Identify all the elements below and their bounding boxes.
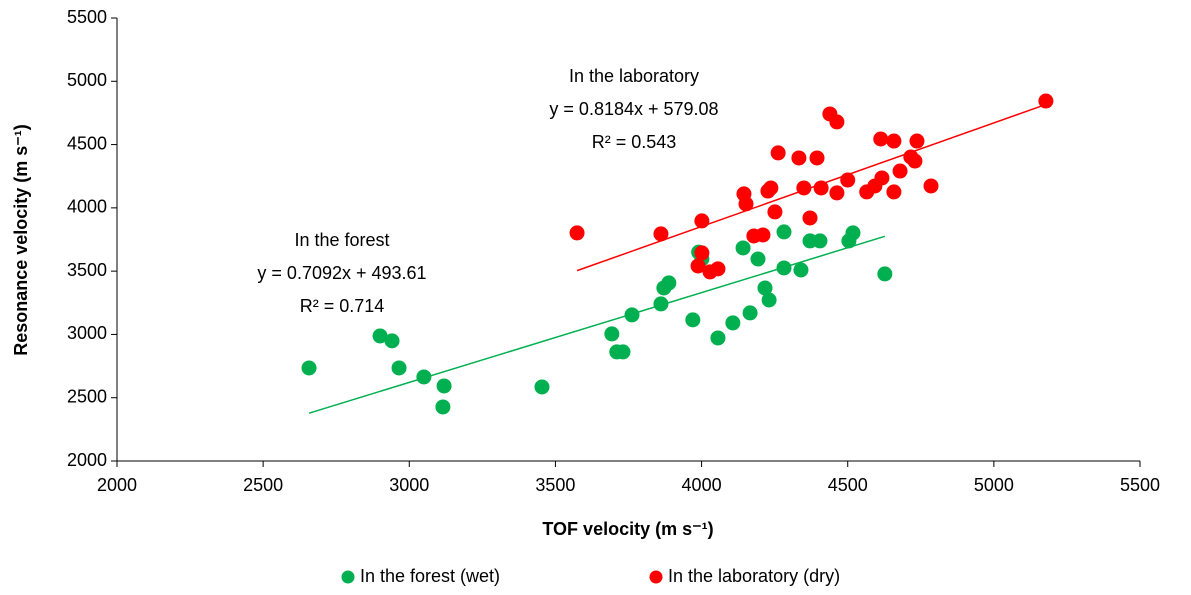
- point: [809, 150, 825, 166]
- trendline: [308, 235, 886, 414]
- point: [877, 266, 893, 282]
- point: [746, 228, 762, 244]
- y-axis-title: Resonance velocity (m s⁻¹): [11, 124, 31, 356]
- point: [661, 275, 677, 291]
- y-tick-label: 4500: [67, 133, 107, 153]
- point: [845, 225, 861, 241]
- point: [436, 378, 452, 394]
- point: [886, 133, 902, 149]
- point: [812, 233, 828, 249]
- point: [710, 261, 726, 277]
- x-tick-label: 3000: [389, 475, 429, 495]
- point: [767, 204, 783, 220]
- y-tick-label: 5000: [67, 70, 107, 90]
- annotation: In the laboratory: [569, 66, 699, 86]
- x-tick-label: 5500: [1120, 475, 1160, 495]
- point: [829, 114, 845, 130]
- point: [793, 262, 809, 278]
- point: [694, 245, 710, 261]
- point: [391, 360, 407, 376]
- point: [725, 315, 741, 331]
- point: [791, 150, 807, 166]
- point: [802, 210, 818, 226]
- x-tick-label: 3500: [535, 475, 575, 495]
- point: [761, 292, 777, 308]
- annotation: y = 0.7092x + 493.61: [257, 263, 426, 283]
- point: [710, 330, 726, 346]
- point: [757, 280, 773, 296]
- point: [738, 196, 754, 212]
- annotation: In the forest: [294, 230, 389, 250]
- point: [813, 180, 829, 196]
- point: [923, 178, 939, 194]
- y-tick-label: 3500: [67, 260, 107, 280]
- point: [690, 258, 706, 274]
- legend-marker: [341, 570, 355, 584]
- point: [742, 305, 758, 321]
- point: [874, 170, 890, 186]
- x-tick-label: 5000: [974, 475, 1014, 495]
- x-axis-title: TOF velocity (m s⁻¹): [542, 519, 713, 539]
- x-tick-label: 4500: [828, 475, 868, 495]
- point: [569, 225, 585, 241]
- point: [416, 369, 432, 385]
- y-tick-label: 2500: [67, 386, 107, 406]
- point: [909, 133, 925, 149]
- point: [534, 379, 550, 395]
- legend-label: In the forest (wet): [360, 566, 500, 586]
- point: [750, 251, 766, 267]
- point: [653, 226, 669, 242]
- point: [763, 180, 779, 196]
- point: [301, 360, 317, 376]
- y-tick-label: 4000: [67, 197, 107, 217]
- annotation: y = 0.8184x + 579.08: [549, 99, 718, 119]
- y-tick-label: 5500: [67, 7, 107, 27]
- point: [776, 224, 792, 240]
- point: [1038, 93, 1054, 109]
- x-tick-label: 2500: [243, 475, 283, 495]
- point: [372, 328, 388, 344]
- y-tick-label: 3000: [67, 323, 107, 343]
- point: [615, 344, 631, 360]
- x-tick-label: 2000: [97, 475, 137, 495]
- point: [829, 185, 845, 201]
- annotation: R² = 0.543: [592, 132, 677, 152]
- point: [735, 240, 751, 256]
- point: [892, 163, 908, 179]
- point: [685, 312, 701, 328]
- point: [653, 296, 669, 312]
- point: [435, 399, 451, 415]
- legend-label: In the laboratory (dry): [668, 566, 840, 586]
- annotation: R² = 0.714: [300, 296, 385, 316]
- x-tick-label: 4000: [682, 475, 722, 495]
- point: [624, 307, 640, 323]
- point: [873, 131, 889, 147]
- point: [770, 145, 786, 161]
- point: [604, 326, 620, 342]
- trendline: [576, 103, 1047, 272]
- point: [907, 153, 923, 169]
- point: [886, 184, 902, 200]
- point: [384, 333, 400, 349]
- legend-marker: [649, 570, 663, 584]
- y-tick-label: 2000: [67, 450, 107, 470]
